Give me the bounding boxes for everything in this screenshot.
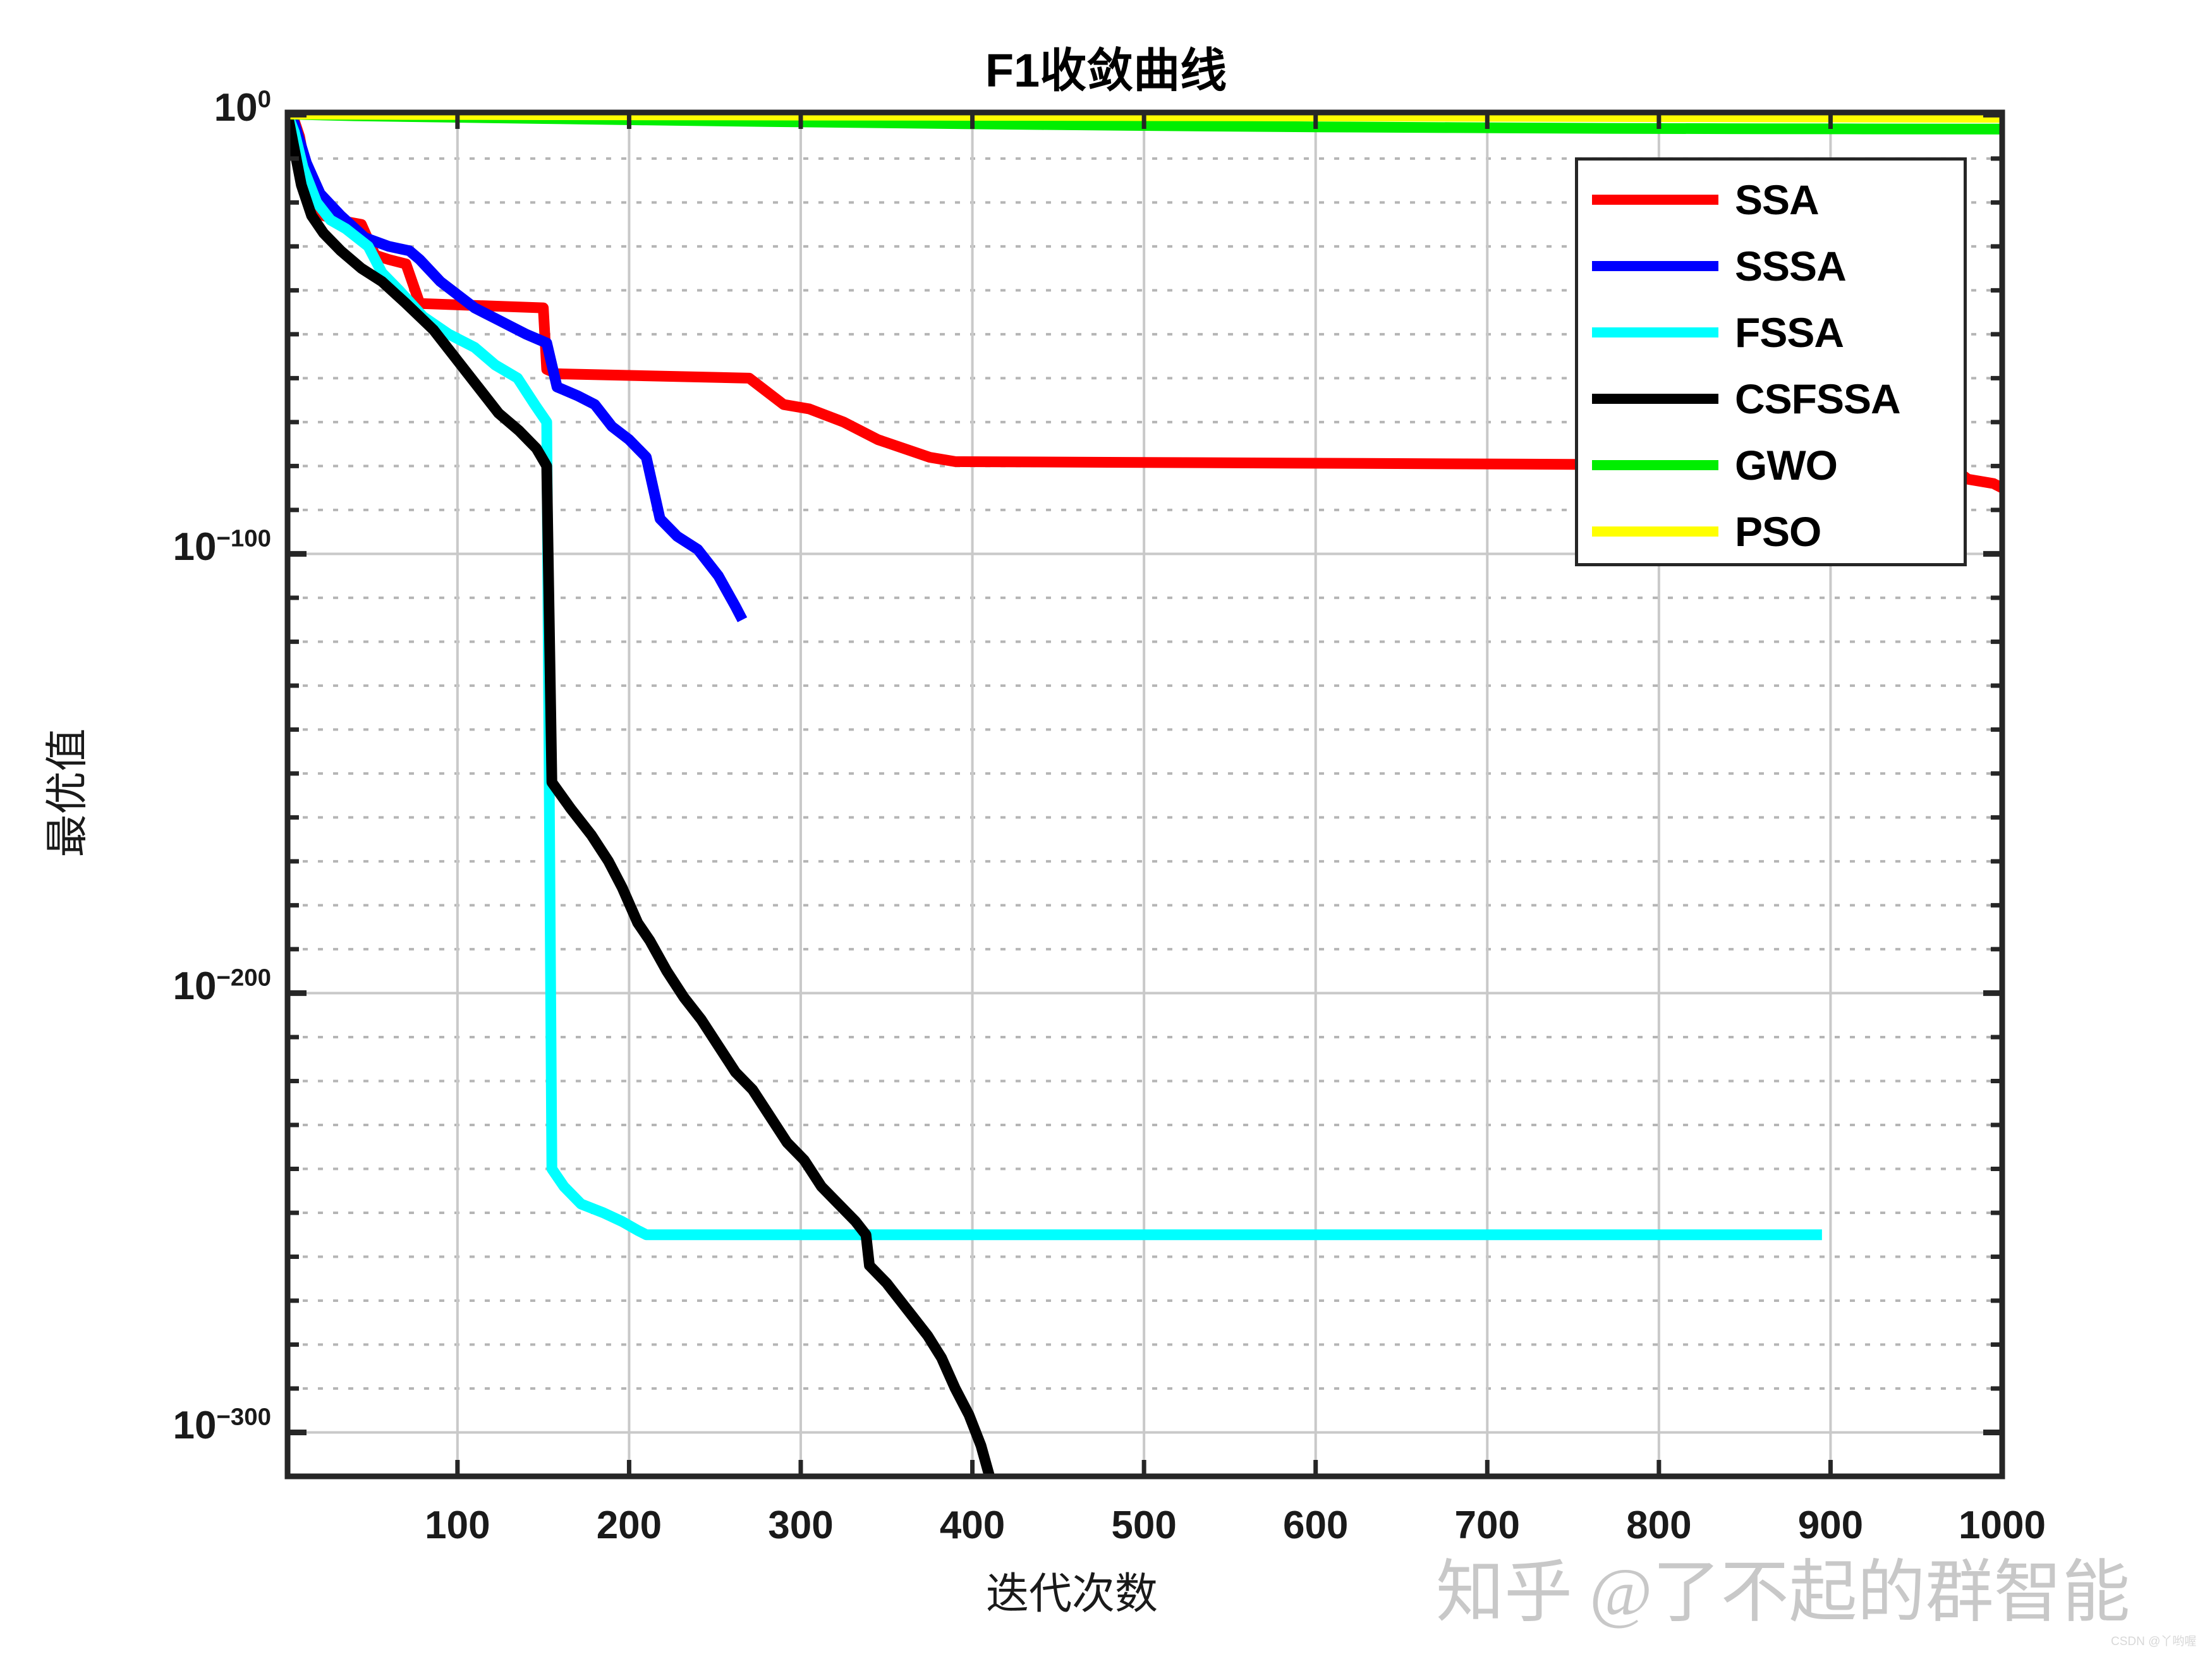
- chart-legend[interactable]: SSA SSSA FSSA CSFSSA GWO PSO: [1575, 157, 1967, 566]
- series-line-sssa: [288, 112, 748, 623]
- x-tick-label: 400: [939, 1504, 1006, 1547]
- series-line-fssa: [288, 112, 1822, 1241]
- x-tick-label: 300: [768, 1504, 834, 1547]
- y-tick-label: 10−200: [173, 964, 271, 1009]
- legend-swatch-sssa: [1592, 260, 1718, 271]
- legend-label: SSA: [1735, 176, 1820, 223]
- legend-label: SSSA: [1735, 242, 1847, 289]
- y-tick-label: 10−300: [173, 1403, 271, 1448]
- x-tick-label: 600: [1282, 1504, 1349, 1547]
- legend-item-fssa[interactable]: FSSA: [1578, 298, 1964, 366]
- legend-label: PSO: [1735, 507, 1821, 555]
- x-tick-label: 200: [596, 1504, 662, 1547]
- y-tick-label: 10−100: [173, 525, 271, 569]
- legend-swatch-gwo: [1592, 459, 1718, 470]
- legend-label: FSSA: [1735, 308, 1844, 356]
- chart-title: F1收敛曲线: [0, 33, 2212, 100]
- series-line-csfssa: [288, 113, 995, 1476]
- x-tick-label: 900: [1797, 1504, 1864, 1547]
- legend-swatch-pso: [1592, 526, 1718, 537]
- legend-swatch-ssa: [1592, 194, 1718, 205]
- legend-item-pso[interactable]: PSO: [1578, 497, 1964, 565]
- legend-item-sssa[interactable]: SSSA: [1578, 232, 1964, 300]
- x-tick-label: 100: [425, 1504, 490, 1547]
- x-tick-label: 700: [1454, 1504, 1520, 1547]
- x-tick-label: 800: [1626, 1504, 1692, 1547]
- legend-label: CSFSSA: [1735, 375, 1901, 422]
- x-tick-label: 1000: [1959, 1504, 2046, 1547]
- legend-item-ssa[interactable]: SSA: [1578, 166, 1964, 233]
- legend-item-gwo[interactable]: GWO: [1578, 431, 1964, 499]
- legend-item-csfssa[interactable]: CSFSSA: [1578, 365, 1964, 432]
- axis-ticks: [288, 111, 2005, 1479]
- legend-label: GWO: [1735, 441, 1838, 489]
- chart-title-latin: F1: [985, 44, 1040, 97]
- y-tick-label: 100: [214, 85, 271, 130]
- legend-swatch-fssa: [1592, 327, 1718, 337]
- chart-title-cjk: 收敛曲线: [1040, 46, 1227, 97]
- x-tick-label: 500: [1111, 1504, 1177, 1547]
- x-axis-title: 迭代次数: [986, 1570, 1158, 1618]
- legend-swatch-csfssa: [1592, 393, 1718, 404]
